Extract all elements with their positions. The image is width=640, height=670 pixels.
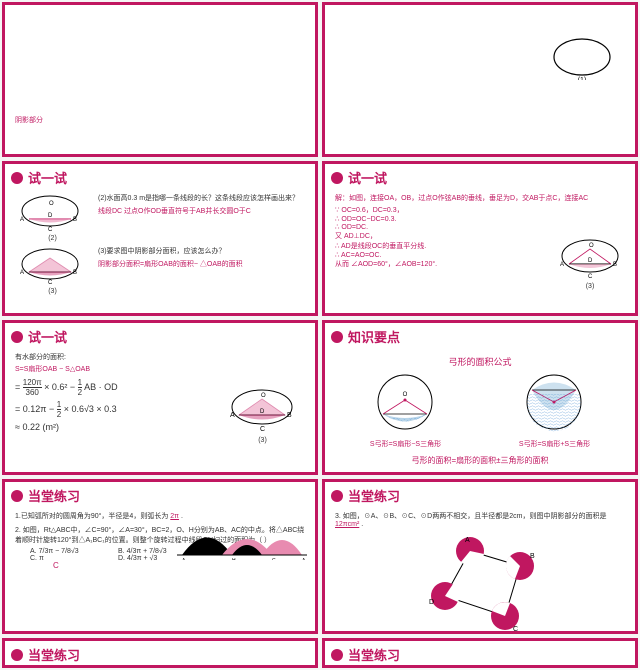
svg-text:O: O: [261, 393, 266, 399]
svg-text:D: D: [48, 213, 53, 219]
svg-text:H: H: [232, 558, 236, 560]
heading: 弓形的面积公式: [335, 355, 625, 368]
title-practice: 当堂练习: [348, 645, 400, 664]
bullet-icon: [331, 649, 343, 661]
circle-left: O: [358, 372, 453, 437]
svg-text:O: O: [589, 243, 594, 249]
circle-right: [507, 372, 602, 437]
a3: 阴影部分面积=扇形OAB的面积− △OAB的面积: [98, 259, 305, 269]
svg-text:D: D: [588, 258, 593, 264]
slide-2: (1): [322, 2, 638, 157]
svg-text:A: A: [560, 262, 564, 268]
a2: 线段DC 过点O作OD垂直符号于AB并长交圆O于C: [98, 206, 305, 216]
svg-text:B: B: [287, 412, 292, 419]
title-practice: 当堂练习: [28, 486, 80, 505]
title-try: 试一试: [348, 168, 387, 187]
ellipse-fig-2: A B OD C: [15, 193, 85, 233]
svg-text:B: B: [73, 270, 77, 276]
bullet-icon: [331, 490, 343, 502]
svg-text:A: A: [20, 270, 24, 276]
svg-text:B: B: [73, 217, 77, 223]
svg-text:C: C: [48, 227, 53, 233]
svg-text:A: A: [465, 537, 470, 544]
svg-text:D: D: [260, 409, 265, 415]
svg-text:A₁: A₁: [302, 558, 307, 560]
svg-text:O: O: [49, 201, 54, 207]
title-try: 试一试: [28, 168, 67, 187]
title-practice: 当堂练习: [28, 645, 80, 664]
bullet-icon: [331, 331, 343, 343]
ellipse-fig: A B O D C: [555, 236, 625, 281]
svg-text:C₁: C₁: [272, 558, 278, 560]
note: 弓形的面积=扇形的面积±三角形的面积: [335, 455, 625, 466]
rotation-fig: A H C₁ A₁: [177, 515, 307, 560]
svg-text:B: B: [530, 553, 535, 560]
svg-text:O: O: [403, 392, 408, 398]
ellipse-fig: A B O D C: [225, 385, 300, 435]
svg-text:C: C: [513, 626, 518, 631]
bullet-icon: [331, 172, 343, 184]
svg-text:(1): (1): [578, 77, 587, 80]
slide-8: 当堂练习 3. 如图，☉A、☉B、☉C、☉D两两不相交，且半径都是2cm，则图中…: [322, 479, 638, 634]
label-shadow: 阴影部分: [15, 117, 43, 124]
svg-text:A: A: [230, 412, 235, 419]
bullet-icon: [11, 172, 23, 184]
bullet-icon: [11, 331, 23, 343]
title-practice: 当堂练习: [348, 486, 400, 505]
slide-3: 试一试 AB OD C (2) (2)水面高0.3 m是指哪一条线段的长？这条线…: [2, 161, 318, 316]
svg-text:A: A: [20, 217, 24, 223]
ellipse-fig-3: A B C: [15, 246, 85, 286]
slide-9: 当堂练习 4. 如图，Rt△ABC的边BC位于直线 l 上，AC=√3，∠ACB…: [2, 638, 318, 668]
slide-4: 试一试 解：如图，连接OA，OB，过点O作弦AB的垂线，垂足为D，交AB于点C，…: [322, 161, 638, 316]
four-circles-fig: A B C D: [415, 536, 545, 631]
svg-text:D: D: [429, 599, 434, 606]
svg-text:A: A: [182, 558, 186, 560]
bullet-icon: [11, 490, 23, 502]
svg-text:B: B: [613, 262, 617, 268]
slide-7: 当堂练习 1.已知弧所对的圆周角为90°，半径是4，则弧长为 2π . 2. 如…: [2, 479, 318, 634]
q3: (3)要求图中阴影部分面积，应该怎么办？: [98, 246, 305, 256]
svg-text:C: C: [588, 274, 593, 280]
slide-6: 知识要点 弓形的面积公式 O S弓形=S扇形−S三角形: [322, 320, 638, 475]
slide-1: 阴影部分: [2, 2, 318, 157]
ellipse-icon: (1): [550, 35, 615, 80]
slide-5: 试一试 有水部分的面积: S=S扇形OAB − S△OAB = 120π360 …: [2, 320, 318, 475]
q2: (2)水面高0.3 m是指哪一条线段的长？这条线段应该怎样画出来？: [98, 193, 305, 203]
title-keypoint: 知识要点: [348, 327, 400, 346]
svg-text:C: C: [260, 426, 265, 433]
bullet-icon: [11, 649, 23, 661]
svg-text:C: C: [48, 280, 53, 286]
title-try: 试一试: [28, 327, 67, 346]
slide-10: 当堂练习: [322, 638, 638, 668]
